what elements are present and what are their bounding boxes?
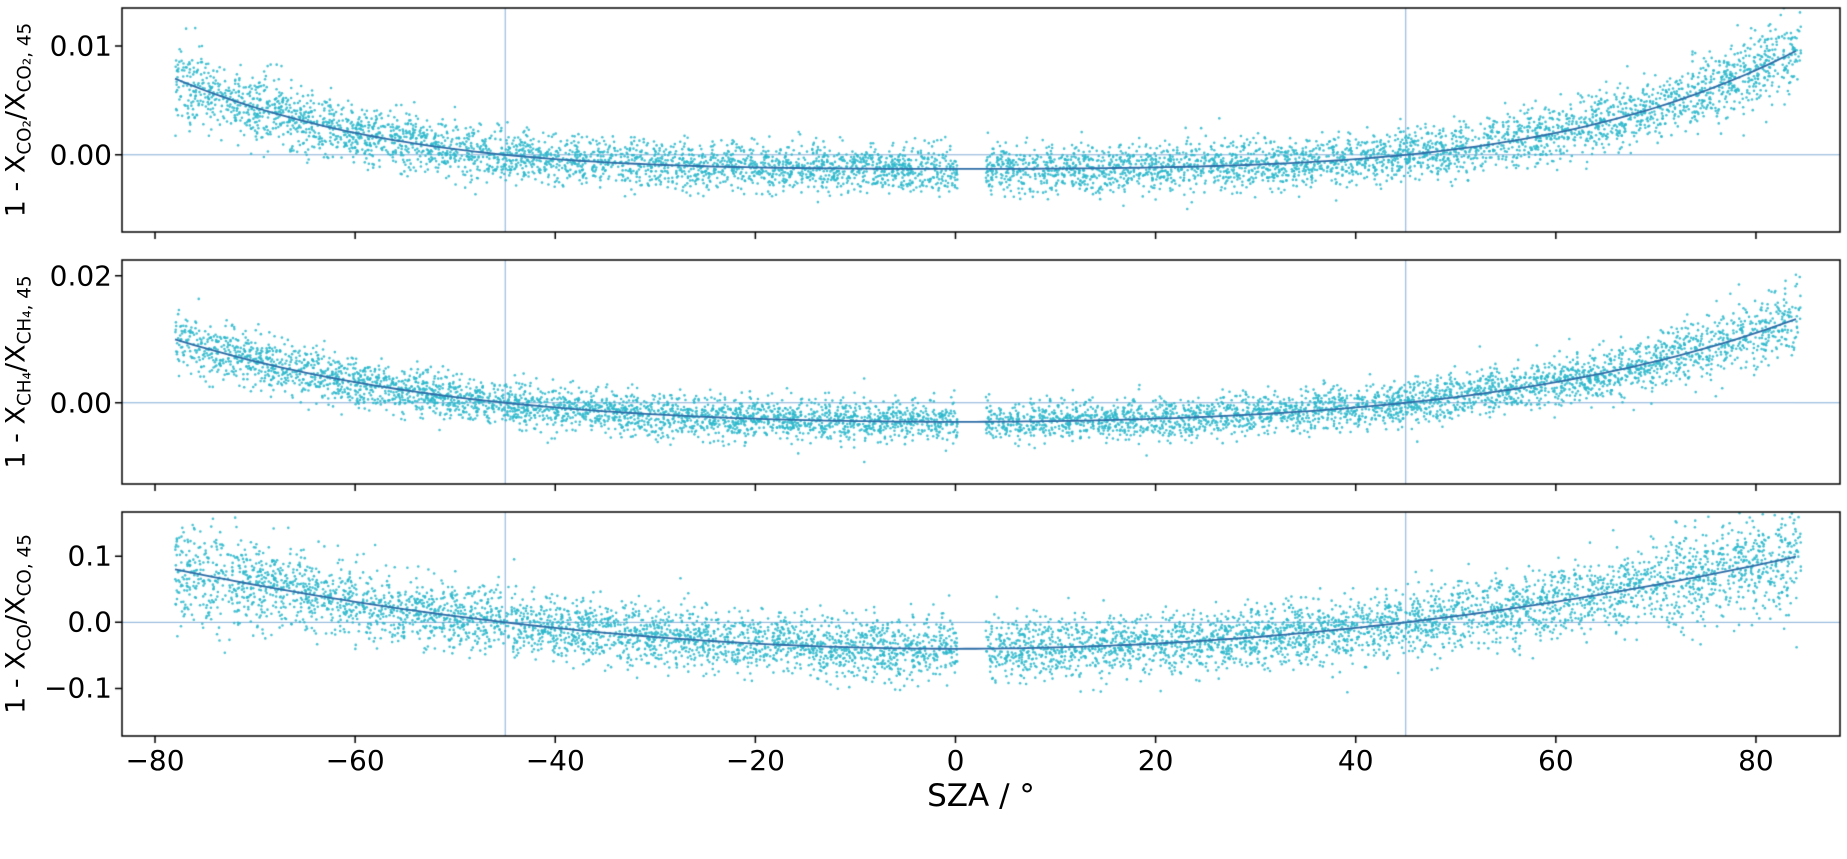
y-tick-label: −0.1 <box>44 671 112 705</box>
y-tick-label: 0.00 <box>49 138 112 172</box>
x-tick-label: −80 <box>125 744 185 777</box>
x-tick-label: 20 <box>1137 744 1174 777</box>
y-tick-label: 0.0 <box>67 605 112 639</box>
y-axis-label-ch4: 1 - XCH₄/XCH₄, 45 <box>0 275 35 468</box>
y-tick-label: 0.02 <box>49 259 112 293</box>
x-tick-label: −60 <box>325 744 385 777</box>
x-axis-label: SZA / ° <box>927 778 1035 814</box>
x-tick-label: 80 <box>1738 744 1774 777</box>
ylabel-ch4-mid: /X <box>0 344 32 373</box>
y-tick-label: 0.01 <box>49 29 112 63</box>
ylabel-co2-mid: /X <box>0 92 32 121</box>
x-tick-label: −40 <box>525 744 585 777</box>
x-tick-label: 40 <box>1337 744 1374 777</box>
x-tick-label: 0 <box>946 744 965 777</box>
x-tick-label: −20 <box>725 744 785 777</box>
y-tick-label: 0.00 <box>49 386 112 420</box>
x-tick-label: 60 <box>1538 744 1574 777</box>
y-tick-label: 0.1 <box>67 539 112 573</box>
